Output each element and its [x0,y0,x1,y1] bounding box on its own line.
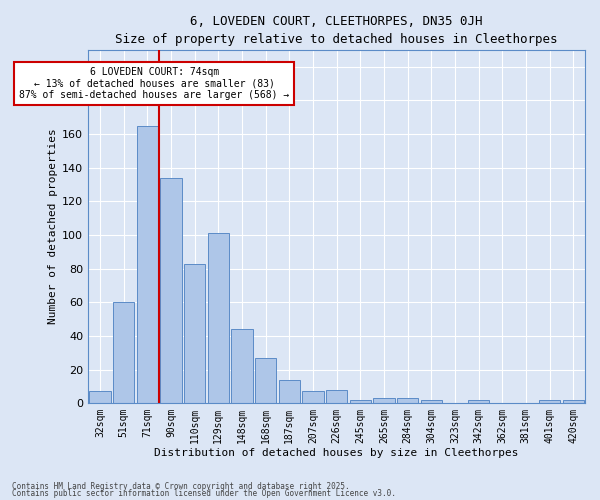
Bar [539,400,560,403]
Bar [278,380,300,403]
Bar [160,178,182,403]
Bar [563,400,584,403]
Bar [397,398,418,403]
Bar [373,398,395,403]
Text: 6 LOVEDEN COURT: 74sqm
← 13% of detached houses are smaller (83)
87% of semi-det: 6 LOVEDEN COURT: 74sqm ← 13% of detached… [19,67,290,100]
Text: Contains public sector information licensed under the Open Government Licence v3: Contains public sector information licen… [12,489,396,498]
Bar [231,329,253,403]
Bar [421,400,442,403]
Bar [255,358,276,403]
Bar [89,392,110,403]
Bar [326,390,347,403]
Title: 6, LOVEDEN COURT, CLEETHORPES, DN35 0JH
Size of property relative to detached ho: 6, LOVEDEN COURT, CLEETHORPES, DN35 0JH … [115,15,558,46]
X-axis label: Distribution of detached houses by size in Cleethorpes: Distribution of detached houses by size … [154,448,519,458]
Bar [184,264,205,403]
Bar [468,400,489,403]
Bar [302,392,323,403]
Text: Contains HM Land Registry data © Crown copyright and database right 2025.: Contains HM Land Registry data © Crown c… [12,482,350,491]
Bar [137,126,158,403]
Bar [113,302,134,403]
Y-axis label: Number of detached properties: Number of detached properties [48,128,58,324]
Bar [350,400,371,403]
Bar [208,234,229,403]
